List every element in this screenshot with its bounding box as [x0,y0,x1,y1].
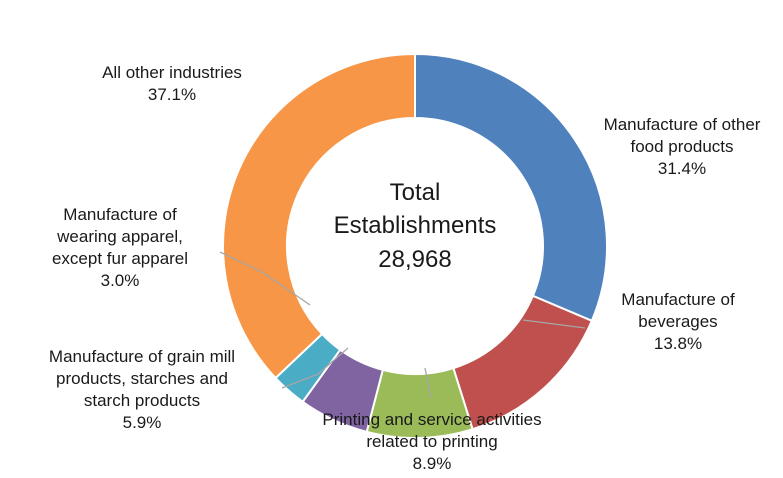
slice-label-4-line-3: starch products [84,391,200,410]
slice-label-4-line-2: products, starches and [56,369,228,388]
slice-label-5-line-3: except fur apparel [52,249,188,268]
center-label: Total Establishments 28,968 [334,179,497,273]
slice-label-2-line-1: Manufacture of [621,290,735,309]
slice-label-3-line-1: Printing and service activities [322,410,541,429]
center-total-value: 28,968 [378,246,451,273]
slice-value-label-4: 5.9% [123,413,162,432]
slice-label-6-line-1: All other industries [102,63,242,82]
slice-value-label-3: 8.9% [413,454,452,473]
labels-group: Manufacture of other food products 31.4% Ma… [49,63,761,473]
slice-label-2-line-2: beverages [638,312,717,331]
slice-value-label-5: 3.0% [101,271,140,290]
center-title-line-2: Establishments [334,212,497,239]
slice-value-label-6: 37.1% [148,85,196,104]
leader-line-3 [424,367,432,399]
slice-label-4-line-1: Manufacture of grain mill [49,347,235,366]
slice-value-label-2: 13.8% [654,334,702,353]
center-title-line-1: Total [390,179,441,206]
slice-label-3-line-2: related to printing [366,432,497,451]
leader-line-5 [219,251,311,306]
leader-line-2 [522,319,586,329]
leader-lines-group [219,251,586,399]
slice-label-1-line-2: food products [630,137,733,156]
slices-group [222,52,608,439]
slice-value-label-1: 31.4% [658,159,706,178]
donut-slice-1 [414,52,608,323]
donut-slice-6 [222,52,416,380]
slice-label-5-line-2: wearing apparel, [56,227,183,246]
slice-label-1-line-1: Manufacture of other [604,115,761,134]
leader-line-4 [281,347,349,389]
slice-label-5-line-1: Manufacture of [63,205,177,224]
